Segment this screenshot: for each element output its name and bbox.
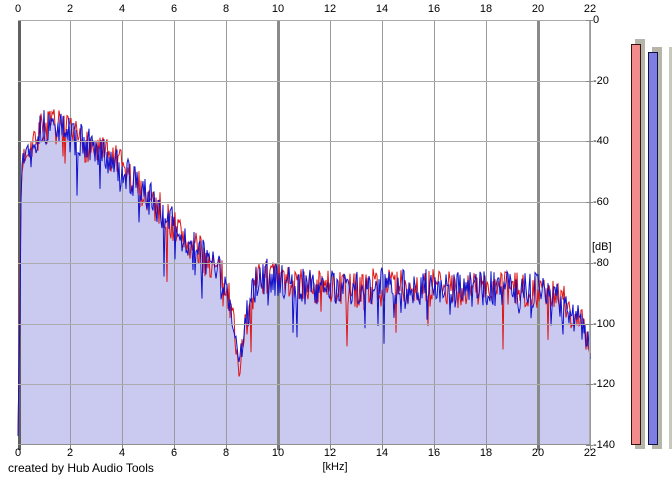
x-tick-label-bottom: 12 <box>323 447 337 459</box>
y-tick-label: -60 <box>593 196 609 208</box>
x-tick-label-bottom: 18 <box>479 447 493 459</box>
x-tick-label-bottom: 8 <box>222 447 230 459</box>
y-tick-label: 0 <box>593 14 600 26</box>
y-tick-label: -140 <box>593 439 616 451</box>
spectrum-channel-blue <box>17 110 591 436</box>
x-tick-label-top: 8 <box>222 3 230 15</box>
x-tick-label-bottom: 6 <box>170 447 178 459</box>
plot-area <box>17 20 591 445</box>
x-tick-label-top: 16 <box>427 3 441 15</box>
level-meter-bar-left <box>631 44 641 445</box>
x-tick-label-top: 2 <box>66 3 74 15</box>
level-meter-bar-right <box>648 52 658 445</box>
x-tick-label-top: 10 <box>271 3 285 15</box>
x-tick-label-bottom: 10 <box>271 447 285 459</box>
x-tick-label-top: 18 <box>479 3 493 15</box>
x-tick-label-bottom: 0 <box>14 447 22 459</box>
x-tick-label-top: 14 <box>375 3 389 15</box>
credit-text: created by Hub Audio Tools <box>8 461 154 475</box>
x-tick-label-bottom: 16 <box>427 447 441 459</box>
y-tick-label: -80 <box>593 257 609 269</box>
x-tick-label-top: 22 <box>583 3 597 15</box>
x-tick-label-top: 12 <box>323 3 337 15</box>
x-tick-label-top: 20 <box>531 3 545 15</box>
x-tick-label-bottom: 14 <box>375 447 389 459</box>
x-tick-label-top: 4 <box>118 3 126 15</box>
x-axis-unit-label: [kHz] <box>322 461 348 473</box>
x-tick-label-bottom: 4 <box>118 447 126 459</box>
y-axis-unit-label: [dB] <box>592 241 612 253</box>
meter-edge-sliver <box>669 47 672 449</box>
y-tick-label: -120 <box>593 378 616 390</box>
y-tick-label: -20 <box>593 75 609 87</box>
y-tick-label: -100 <box>593 318 616 330</box>
x-tick-label-bottom: 20 <box>531 447 545 459</box>
x-tick-label-top: 6 <box>170 3 178 15</box>
y-tick-label: -40 <box>593 135 609 147</box>
x-tick-label-bottom: 22 <box>583 447 597 459</box>
x-tick-label-bottom: 2 <box>66 447 74 459</box>
x-tick-label-top: 0 <box>14 3 22 15</box>
